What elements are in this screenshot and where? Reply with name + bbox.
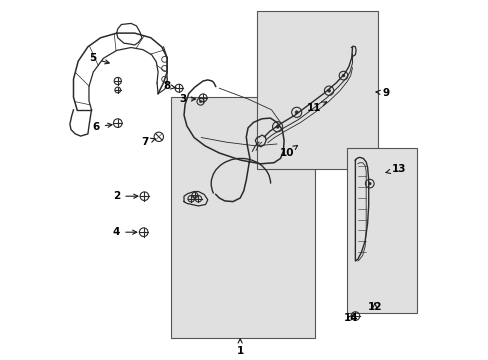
Text: 14: 14 — [343, 312, 357, 323]
Bar — [346, 148, 416, 313]
Text: 4: 4 — [113, 227, 137, 237]
Text: 1: 1 — [236, 339, 244, 356]
Bar — [257, 11, 377, 169]
Text: 11: 11 — [305, 102, 326, 113]
Text: 7: 7 — [142, 137, 155, 147]
Circle shape — [368, 182, 370, 185]
Text: 6: 6 — [92, 122, 112, 132]
Circle shape — [342, 74, 344, 77]
Circle shape — [276, 125, 279, 128]
Text: 12: 12 — [367, 302, 381, 312]
Text: 9: 9 — [375, 88, 388, 98]
Text: 3: 3 — [179, 94, 195, 104]
Text: 8: 8 — [163, 81, 176, 91]
Circle shape — [327, 89, 330, 92]
Text: 2: 2 — [113, 191, 138, 201]
Circle shape — [295, 111, 298, 114]
Circle shape — [199, 100, 201, 103]
Text: 13: 13 — [385, 164, 406, 174]
Bar — [170, 97, 314, 338]
Text: 10: 10 — [279, 145, 297, 158]
Text: 5: 5 — [89, 53, 109, 64]
